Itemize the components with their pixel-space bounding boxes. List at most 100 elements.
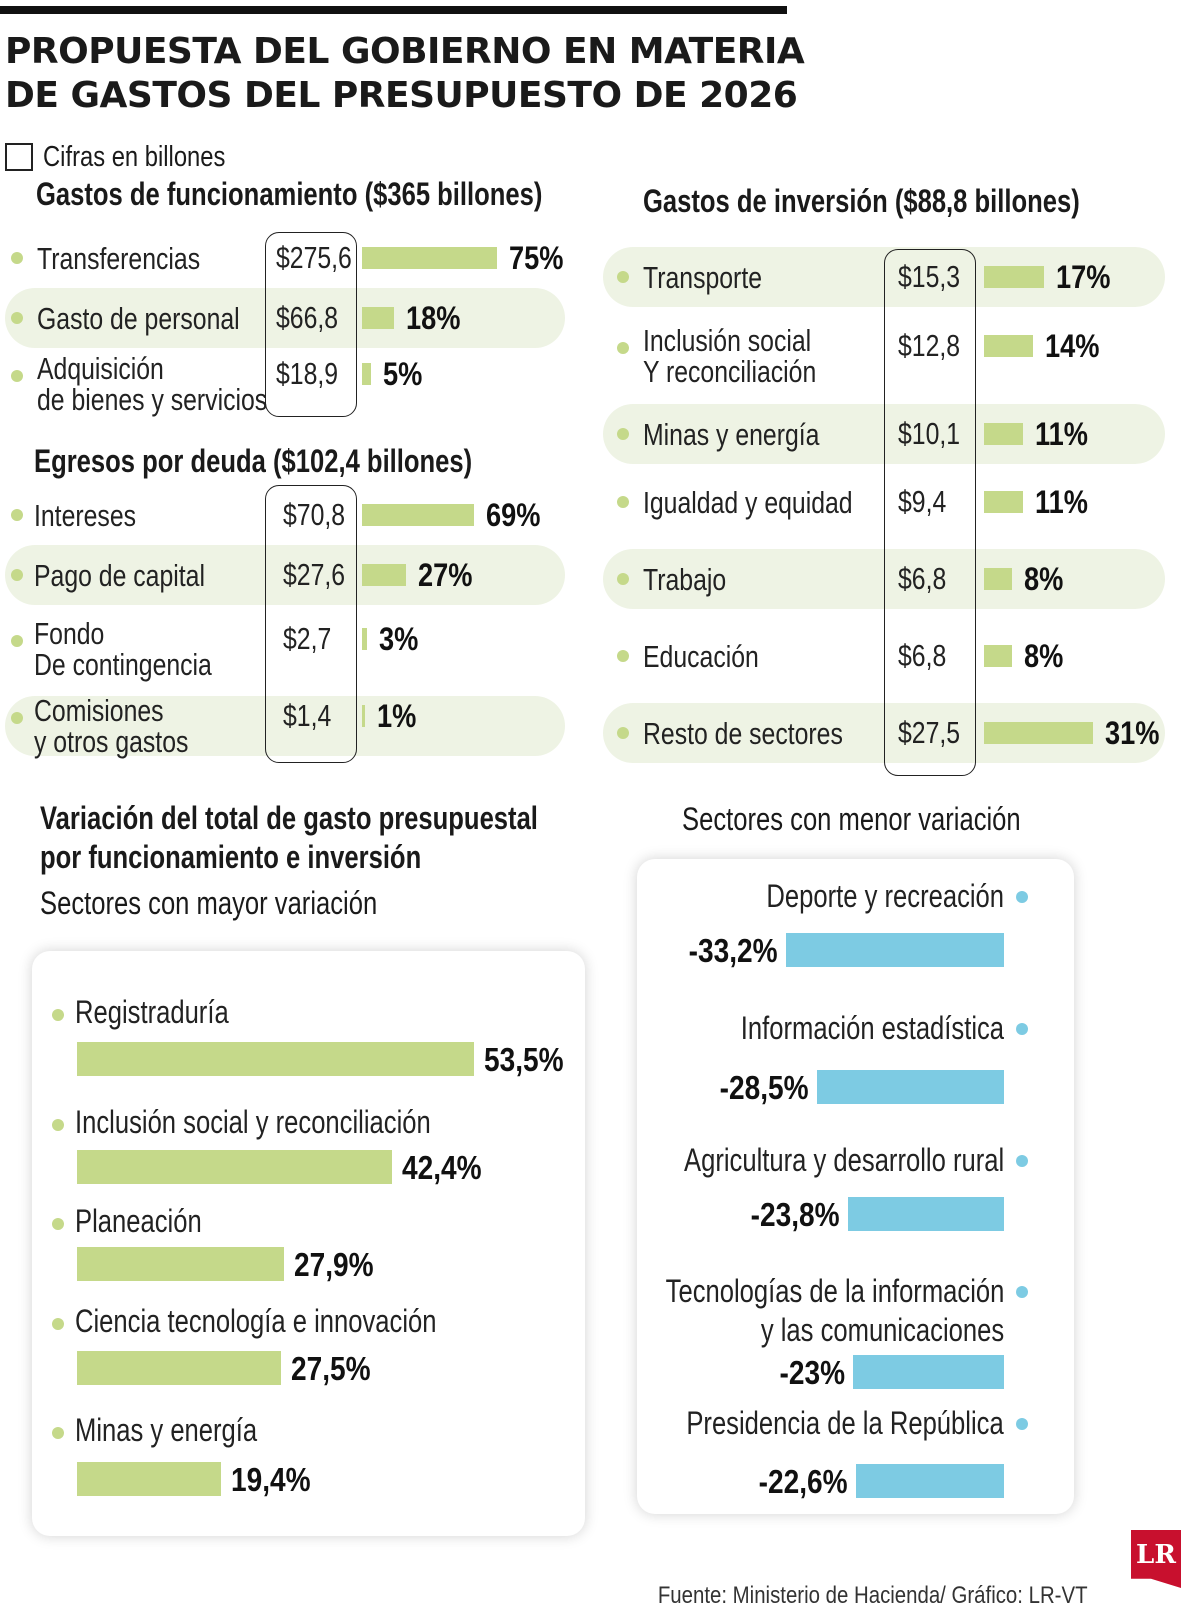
- checkbox-icon: [5, 143, 33, 171]
- menor-category-label: Agricultura y desarrollo rural: [683, 1142, 1004, 1178]
- menor-variacion-subtitle: Sectores con menor variación: [682, 801, 1021, 837]
- inversion-percentage-label: 31%: [1104, 715, 1159, 751]
- inversion-bar: [984, 568, 1012, 590]
- deuda-category-label: Comisiones y otros gastos: [34, 693, 189, 759]
- deuda-value-box: [265, 485, 357, 763]
- deuda-row-bg: [5, 545, 565, 605]
- menor-category-label: y las comunicaciones: [760, 1312, 1004, 1348]
- deuda-bar: [362, 564, 406, 586]
- deuda-bullet-icon: [11, 712, 23, 724]
- mayor-bar: [77, 1462, 221, 1496]
- mayor-bar: [77, 1247, 285, 1281]
- menor-bar: [855, 1464, 1004, 1498]
- mayor-category-label: Minas y energía: [75, 1412, 258, 1448]
- funcionamiento-percentage-label: 18%: [406, 300, 461, 336]
- deuda-row-bg: [5, 696, 565, 756]
- inversion-category-label: Educación: [643, 638, 759, 674]
- menor-percentage-label: -33,2%: [689, 932, 778, 969]
- mayor-bullet-icon: [52, 1318, 64, 1330]
- menor-category-label: Información estadística: [740, 1010, 1004, 1046]
- menor-bullet-icon: [1016, 1418, 1028, 1430]
- mayor-variacion-card: [32, 951, 585, 1536]
- inversion-category-label: Trabajo: [643, 561, 727, 597]
- menor-category-label: Deporte y recreación: [766, 878, 1004, 914]
- mayor-bullet-icon: [52, 1218, 64, 1230]
- mayor-percentage-label: 27,9%: [294, 1246, 374, 1283]
- deuda-bar: [362, 705, 365, 727]
- deuda-value: $27,6: [283, 557, 346, 592]
- deuda-value: $1,4: [283, 698, 332, 733]
- inversion-bar: [984, 423, 1023, 445]
- inversion-percentage-label: 11%: [1034, 416, 1088, 452]
- inversion-value: $6,8: [898, 561, 947, 596]
- inversion-category-label: Transporte: [643, 259, 762, 295]
- mayor-percentage-label: 53,5%: [483, 1041, 564, 1078]
- funcionamiento-bullet-icon: [11, 370, 23, 382]
- funcionamiento-value: $66,8: [276, 300, 339, 335]
- inversion-category-label: Inclusión social Y reconciliación: [643, 323, 817, 389]
- funcionamiento-value: $275,6: [276, 240, 352, 275]
- inversion-bar: [984, 645, 1012, 667]
- funcionamiento-value: $18,9: [276, 356, 339, 391]
- deuda-percentage-label: 3%: [378, 621, 419, 657]
- lr-logo: LR: [1131, 1530, 1181, 1588]
- deuda-percentage-label: 69%: [485, 497, 541, 533]
- source-note: Fuente: Ministerio de Hacienda/ Gráfico:…: [658, 1582, 1088, 1609]
- funcionamiento-row-bg: [5, 288, 565, 348]
- inversion-bar: [984, 266, 1044, 288]
- funcionamiento-bar: [362, 307, 395, 329]
- menor-bar: [785, 933, 1004, 967]
- inversion-bullet-icon: [617, 428, 629, 440]
- inversion-category-label: Minas y energía: [643, 416, 820, 452]
- funcionamiento-bullet-icon: [11, 252, 23, 264]
- menor-category-label: Presidencia de la República: [686, 1405, 1004, 1441]
- inversion-value: $9,4: [898, 484, 947, 519]
- mayor-bullet-icon: [52, 1009, 64, 1021]
- inversion-bullet-icon: [617, 573, 629, 585]
- deuda-category-label: Pago de capital: [34, 557, 205, 593]
- menor-percentage-label: -23,8%: [750, 1196, 840, 1233]
- title-line-2: DE GASTOS DEL PRESUPUESTO DE 2026: [5, 75, 798, 116]
- mayor-bullet-icon: [52, 1427, 64, 1439]
- deuda-percentage-label: 27%: [417, 557, 473, 593]
- mayor-category-label: Planeación: [75, 1203, 202, 1239]
- inversion-percentage-label: 14%: [1045, 328, 1100, 364]
- inversion-percentage-label: 17%: [1055, 259, 1110, 295]
- variation-title-line-1: Variación del total de gasto presupuesta…: [40, 800, 538, 836]
- deuda-value: $70,8: [283, 497, 346, 532]
- deuda-percentage-label: 1%: [377, 698, 417, 734]
- inversion-bullet-icon: [617, 727, 629, 739]
- inversion-value: $6,8: [898, 638, 947, 673]
- mayor-bar: [77, 1351, 282, 1385]
- inversion-bar: [984, 491, 1023, 513]
- mayor-category-label: Ciencia tecnología e innovación: [75, 1303, 437, 1339]
- menor-bullet-icon: [1016, 891, 1028, 903]
- inversion-bullet-icon: [617, 271, 629, 283]
- inversion-category-label: Igualdad y equidad: [643, 484, 853, 520]
- page-title: PROPUESTA DEL GOBIERNO EN MATERIA DE GAS…: [5, 30, 805, 118]
- deuda-category-label: Intereses: [34, 497, 137, 533]
- mayor-bar: [77, 1150, 392, 1184]
- inversion-bullet-icon: [617, 342, 629, 354]
- menor-percentage-label: -28,5%: [719, 1069, 809, 1106]
- inversion-percentage-label: 11%: [1034, 484, 1088, 520]
- inversion-bullet-icon: [617, 650, 629, 662]
- inversion-title: Gastos de inversión ($88,8 billones): [643, 183, 1080, 219]
- inversion-value: $12,8: [898, 328, 961, 363]
- inversion-value: $27,5: [898, 715, 961, 750]
- mayor-category-label: Inclusión social y reconciliación: [75, 1104, 431, 1140]
- menor-bullet-icon: [1016, 1155, 1028, 1167]
- deuda-value: $2,7: [283, 621, 332, 656]
- inversion-value: $15,3: [898, 259, 961, 294]
- funcionamiento-percentage-label: 5%: [383, 356, 423, 392]
- funcionamiento-category-label: Gasto de personal: [37, 300, 240, 336]
- funcionamiento-percentage-label: 75%: [509, 240, 564, 276]
- inversion-bar: [984, 335, 1033, 357]
- mayor-percentage-label: 19,4%: [230, 1461, 311, 1498]
- funcionamiento-bar: [362, 363, 371, 385]
- title-line-1: PROPUESTA DEL GOBIERNO EN MATERIA: [5, 31, 805, 72]
- menor-bar: [816, 1070, 1004, 1104]
- menor-bullet-icon: [1016, 1023, 1028, 1035]
- menor-bullet-icon: [1016, 1286, 1028, 1298]
- mayor-percentage-label: 27,5%: [291, 1350, 371, 1387]
